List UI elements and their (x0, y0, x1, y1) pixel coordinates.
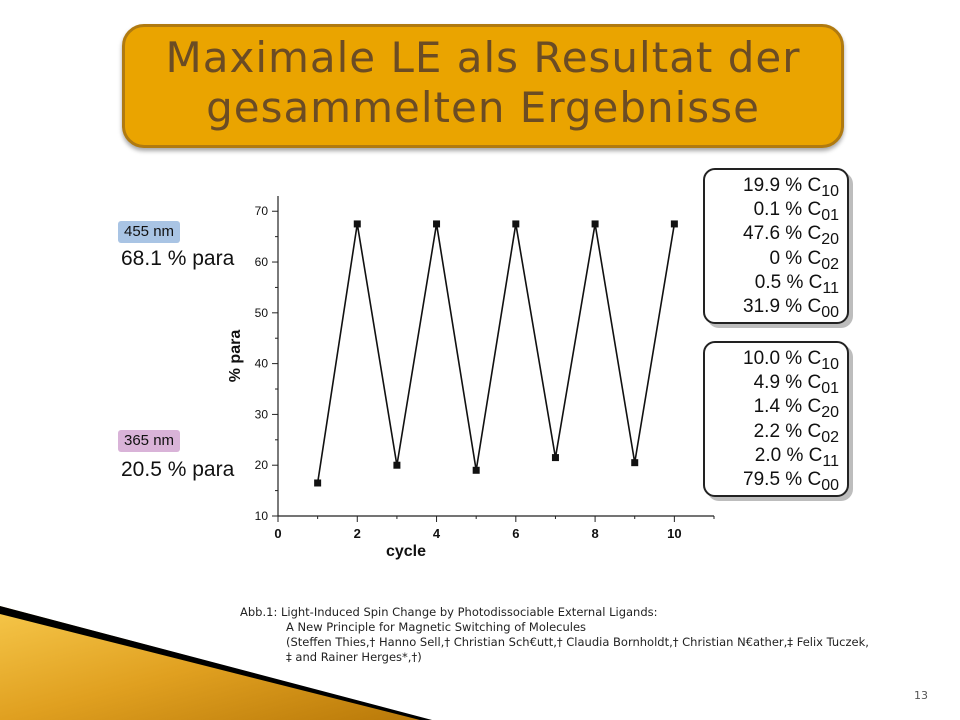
x-tick-label: 0 (274, 526, 281, 541)
label-para-low: 20.5 % para (121, 458, 235, 481)
composition-row: 31.9 % C00 (743, 295, 839, 321)
caption-line-3: (Steffen Thies,† Hanno Sell,† Christian … (286, 635, 869, 649)
data-point (472, 466, 480, 474)
caption-line-2: A New Principle for Magnetic Switching o… (286, 620, 587, 634)
y-tick-label: 70 (255, 204, 269, 218)
composition-row: 79.5 % C00 (743, 468, 839, 494)
x-tick-label: 4 (433, 526, 441, 541)
x-tick-label: 6 (512, 526, 519, 541)
data-point (314, 479, 322, 487)
slide-title: Maximale LE als Resultat der gesammelten… (125, 33, 841, 133)
composition-box-365nm: 10.0 % C10 4.9 % C01 1.4 % C20 2.2 % C02… (703, 341, 849, 497)
y-axis-title: % para (227, 330, 244, 383)
page-number: 13 (914, 689, 928, 702)
composition-row: 2.0 % C11 (754, 444, 839, 470)
x-axis-title: cycle (386, 543, 426, 560)
x-tick-label: 2 (354, 526, 361, 541)
label-365nm: 365 nm (118, 430, 181, 452)
y-tick-label: 60 (255, 255, 269, 269)
composition-row: 10.0 % C10 (743, 348, 839, 373)
series-line (316, 223, 676, 484)
data-point (670, 220, 678, 228)
composition-row: 1.4 % C20 (753, 396, 839, 422)
data-point (631, 459, 639, 467)
composition-row: 4.9 % C01 (753, 372, 839, 398)
y-tick-label: 50 (255, 306, 269, 320)
composition-row: 0.5 % C11 (754, 271, 839, 297)
composition-row: 2.2 % C02 (753, 420, 839, 446)
data-point (551, 454, 559, 462)
data-point (512, 220, 520, 228)
black-stripe (0, 606, 432, 720)
caption-line-4: ‡ and Rainer Herges*,†) (286, 650, 422, 664)
label-455nm: 455 nm (118, 221, 181, 243)
x-tick-label: 10 (667, 526, 681, 541)
composition-row: 0 % C02 (769, 247, 839, 273)
y-tick-label: 20 (255, 458, 269, 472)
y-tick-label: 40 (255, 357, 269, 371)
y-tick-label: 30 (255, 407, 269, 421)
data-point (393, 461, 401, 469)
title-line-2: gesammelten Ergebnisse (206, 83, 760, 132)
composition-box-455nm: 19.9 % C10 0.1 % C01 47.6 % C20 0 % C02 … (703, 168, 849, 324)
title-line-1: Maximale LE als Resultat der (165, 33, 801, 82)
data-point (591, 220, 599, 228)
data-point (433, 220, 441, 228)
caption-line-1: Abb.1: Light-Induced Spin Change by Phot… (240, 605, 658, 619)
y-tick-label: 10 (255, 509, 269, 523)
figure-caption: Abb.1: Light-Induced Spin Change by Phot… (240, 605, 869, 665)
title-banner: Maximale LE als Resultat der gesammelten… (122, 24, 844, 148)
composition-row: 19.9 % C10 (743, 175, 839, 200)
composition-row: 0.1 % C01 (753, 199, 839, 225)
label-para-high: 68.1 % para (121, 247, 235, 270)
composition-row: 47.6 % C20 (743, 223, 839, 249)
data-point (353, 220, 361, 228)
x-tick-label: 8 (591, 526, 598, 541)
